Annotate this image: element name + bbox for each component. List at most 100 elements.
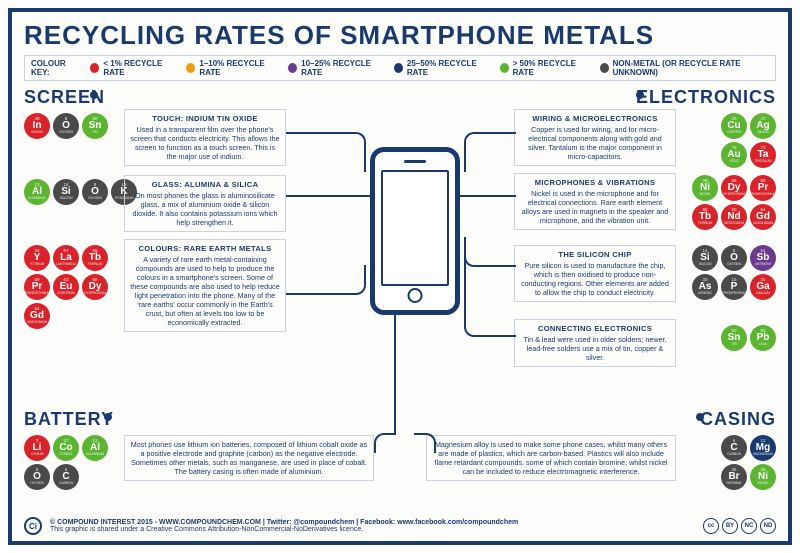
element-name: OXYGEN	[727, 263, 741, 267]
element-name: GADOLINIUM	[753, 222, 773, 226]
element-number: 6	[65, 468, 68, 473]
element-number: 50	[731, 329, 736, 334]
element-number: 64	[34, 307, 39, 312]
box-mic: MICROPHONES & VIBRATIONS Nickel is used …	[514, 173, 676, 230]
section-battery: BATTERY	[24, 409, 114, 430]
cluster-casing: 6CCARBON12MgMAGNESIUM35BrBROMINE28NiNICK…	[716, 435, 776, 490]
element-name: TIN	[92, 131, 97, 135]
element-number: 6	[733, 439, 736, 444]
box-glass: GLASS: ALUMINA & SILICA On most phones t…	[124, 175, 286, 232]
element-badge: 64GdGADOLINIUM	[750, 204, 776, 230]
element-name: TANTALUM	[755, 160, 772, 164]
element-badge: 65TbTERBIUM	[692, 204, 718, 230]
element-badge: 13AlALUMINIUM	[82, 435, 108, 461]
element-number: 82	[760, 329, 765, 334]
element-badge: 60NdNEODYMIUM	[721, 204, 747, 230]
element-number: 8	[733, 249, 736, 254]
element-name: NEODYMIUM	[724, 222, 744, 226]
element-badge: 66DyDYSPROSIUM	[721, 175, 747, 201]
element-name: PRASEODYMIUM	[750, 193, 776, 197]
element-name: OXYGEN	[30, 482, 44, 486]
element-number: 66	[731, 179, 736, 184]
element-number: 8	[94, 183, 97, 188]
legend-text: NON-METAL (OR RECYCLE RATE UNKNOWN)	[613, 59, 769, 77]
element-number: 47	[760, 117, 765, 122]
element-badge: 6CCARBON	[53, 464, 79, 490]
element-number: 64	[760, 208, 765, 213]
element-badge: 33AsARSENIC	[692, 274, 718, 300]
element-number: 59	[760, 179, 765, 184]
footer-line1: © COMPOUND INTEREST 2015 - WWW.COMPOUNDC…	[50, 519, 695, 526]
element-number: 28	[760, 468, 765, 473]
element-number: 28	[702, 179, 707, 184]
box-title: MICROPHONES & VIBRATIONS	[520, 178, 670, 187]
element-number: 63	[63, 278, 68, 283]
legend-dot-icon	[90, 63, 99, 73]
element-number: 13	[92, 439, 97, 444]
element-name: SILICON	[699, 263, 712, 267]
content-area: SCREEN ELECTRONICS BATTERY CASING 49InIN…	[24, 87, 776, 507]
element-badge: 49InINDIUM	[24, 113, 50, 139]
legend-item: 1–10% RECYCLE RATE	[186, 59, 278, 77]
element-number: 39	[34, 249, 39, 254]
element-number: 49	[34, 117, 39, 122]
element-name: GADOLINIUM	[27, 321, 47, 325]
element-number: 65	[702, 208, 707, 213]
legend-dot-icon	[186, 63, 195, 73]
legend-dot-icon	[288, 63, 297, 73]
cc-badge-icon: ND	[760, 518, 776, 534]
element-number: 3	[36, 439, 39, 444]
legend-text: 1–10% RECYCLE RATE	[199, 59, 278, 77]
element-number: 60	[731, 208, 736, 213]
box-body: Used in a transparent film over the phon…	[130, 125, 280, 161]
element-number: 65	[92, 249, 97, 254]
legend-text: > 50% RECYCLE RATE	[513, 59, 590, 77]
element-badge: 27CoCOBALT	[53, 435, 79, 461]
cluster-chip: 14SiSILICON8OOXYGEN51SbANTIMONY33AsARSEN…	[688, 245, 776, 300]
element-name: MAGNESIUM	[753, 453, 773, 457]
element-number: 31	[760, 278, 765, 283]
box-title: COLOURS: RARE EARTH METALS	[130, 244, 280, 253]
element-badge: 39YYTTRIUM	[24, 245, 50, 271]
element-number: 8	[65, 117, 68, 122]
element-number: 59	[34, 278, 39, 283]
element-number: 14	[702, 249, 707, 254]
cc-badges: ccBYNCND	[703, 518, 776, 534]
box-casing: Magnesium alloy is used to make some pho…	[426, 435, 676, 481]
main-title: RECYCLING RATES OF SMARTPHONE METALS	[24, 20, 776, 51]
box-body: On most phones the glass is aluminosilic…	[130, 191, 280, 227]
element-name: TIN	[731, 343, 736, 347]
element-badge: 59PrPRASEODYMIUM	[750, 175, 776, 201]
element-name: OXYGEN	[88, 197, 102, 201]
element-name: DYSPROSIUM	[84, 292, 106, 296]
element-badge: 63EuEUROPIUM	[53, 274, 79, 300]
box-body: Magnesium alloy is used to make some pho…	[432, 440, 670, 476]
legend-item: 25–50% RECYCLE RATE	[394, 59, 490, 77]
legend-text: 25–50% RECYCLE RATE	[407, 59, 490, 77]
cc-badge-icon: cc	[703, 518, 719, 534]
element-badge: 65TbTERBIUM	[82, 245, 108, 271]
legend-item: NON-METAL (OR RECYCLE RATE UNKNOWN)	[600, 59, 769, 77]
element-name: TERBIUM	[88, 263, 102, 267]
element-name: COBALT	[60, 453, 73, 457]
element-badge: 50SnTIN	[82, 113, 108, 139]
element-name: SILICON	[60, 197, 73, 201]
element-badge: 15PPHOSPHORUS	[721, 274, 747, 300]
colour-legend: COLOUR KEY: < 1% RECYCLE RATE1–10% RECYC…	[24, 55, 776, 81]
box-battery: Most phones use lithium ion batteries, c…	[124, 435, 374, 481]
box-wiring: WIRING & MICROELECTRONICS Copper is used…	[514, 109, 676, 166]
element-number: 35	[731, 468, 736, 473]
infographic-frame: RECYCLING RATES OF SMARTPHONE METALS COL…	[8, 8, 792, 545]
element-number: 14	[63, 183, 68, 188]
element-name: NICKEL	[757, 482, 768, 486]
element-number: 13	[34, 183, 39, 188]
element-badge: 28NiNICKEL	[750, 464, 776, 490]
legend-label: COLOUR KEY:	[31, 59, 80, 77]
element-name: ALUMINIUM	[86, 453, 104, 457]
legend-dot-icon	[600, 63, 609, 73]
element-number: 27	[63, 439, 68, 444]
element-badge: 59PrPRASEODYMIUM	[24, 274, 50, 300]
legend-dot-icon	[500, 63, 509, 73]
element-name: BROMINE	[727, 482, 742, 486]
element-name: ALUMINIUM	[28, 197, 46, 201]
